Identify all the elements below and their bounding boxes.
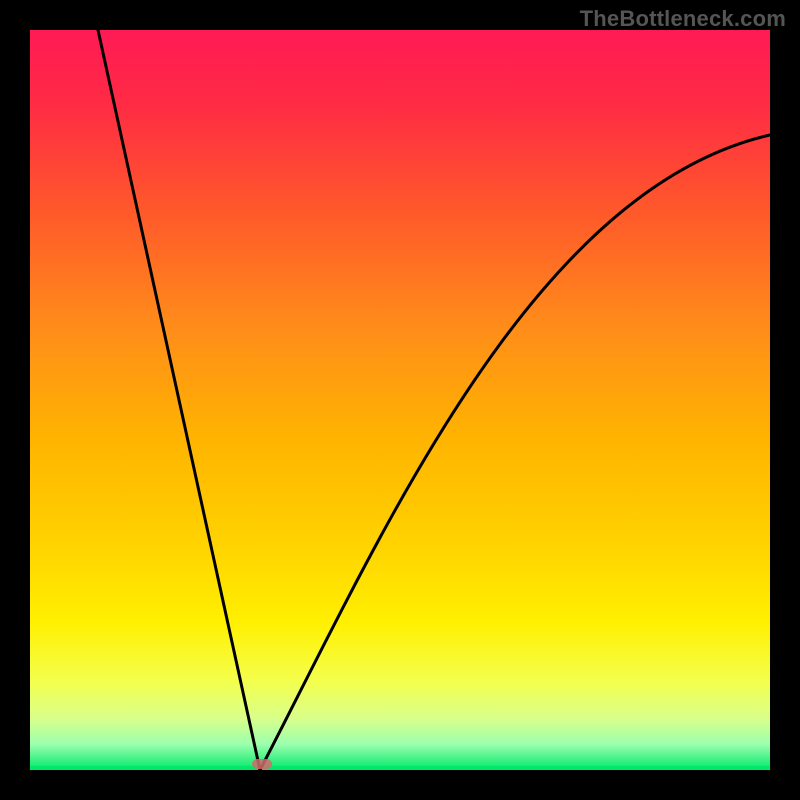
minimum-marker bbox=[252, 759, 272, 769]
plot-area bbox=[30, 30, 770, 770]
plot-svg bbox=[30, 30, 770, 770]
baseline-highlight bbox=[30, 766, 770, 770]
watermark-text: TheBottleneck.com bbox=[580, 6, 786, 32]
gradient-background bbox=[30, 30, 770, 770]
chart-frame: TheBottleneck.com bbox=[0, 0, 800, 800]
